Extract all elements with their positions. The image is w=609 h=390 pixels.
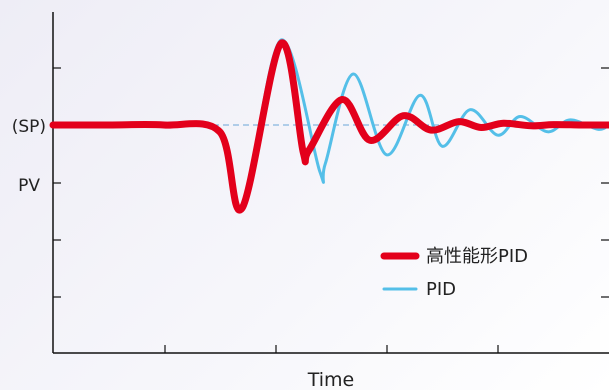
series-line-high-performance-pid xyxy=(49,39,609,214)
x-axis-label: Time xyxy=(307,369,355,390)
y-tick-label-sp: (SP) xyxy=(12,117,46,137)
y-tick-label-pv: PV xyxy=(18,176,40,196)
legend-label-high-performance-pid: 高性能形PID xyxy=(426,246,528,267)
legend: 高性能形PID PID xyxy=(380,246,528,300)
legend-label-pid: PID xyxy=(426,279,456,300)
